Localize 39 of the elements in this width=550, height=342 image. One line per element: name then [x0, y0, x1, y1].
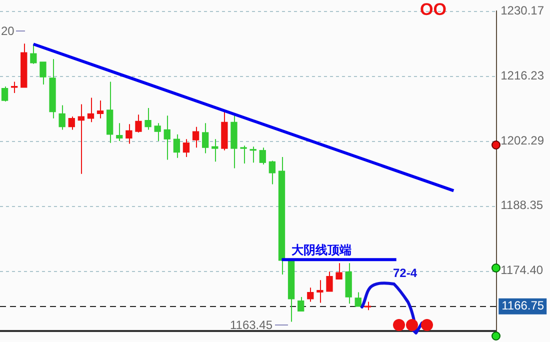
candlestick: [326, 271, 333, 292]
candlestick: [336, 262, 342, 280]
candlestick: [135, 114, 142, 133]
candlestick: [116, 122, 123, 142]
series-label: 大阴线顶端: [292, 242, 352, 257]
candlestick: [316, 280, 324, 304]
y-tick-label: 1230.17: [500, 4, 544, 18]
candlestick: [354, 292, 362, 307]
candlestick: [58, 104, 66, 130]
candlestick: [144, 108, 152, 130]
y-tick-label: 1216.23: [500, 68, 544, 82]
y-tick-label: 1188.35: [500, 198, 544, 212]
candlestick: [154, 122, 161, 142]
candlestick: [30, 44, 37, 64]
annotation: 20: [1, 24, 14, 38]
candlestick: [307, 287, 314, 302]
candlestick: [173, 134, 180, 158]
candlestick: [182, 138, 190, 158]
candlestick: [202, 122, 209, 154]
annotation: 72-4: [393, 266, 418, 280]
candlestick: [240, 145, 247, 164]
candlestick: [78, 104, 85, 174]
candlestick: [68, 116, 75, 130]
candlestick: [212, 138, 218, 162]
candlestick: [268, 160, 276, 185]
candlestick: [40, 61, 46, 86]
candlestick: [126, 124, 132, 144]
candlestick: [96, 100, 104, 119]
y-tick-label: 1202.29: [500, 133, 544, 148]
candlestick: [192, 126, 200, 148]
y-tick-label: 1174.40: [500, 263, 544, 278]
annotation: 1163.45: [230, 318, 272, 332]
candlestick: [259, 147, 266, 165]
ref-line-label: 1166.75: [502, 298, 544, 313]
candlestick: [87, 97, 94, 123]
candlestick: [164, 115, 170, 160]
candlestick: [1, 86, 8, 102]
annotation: OO: [420, 0, 446, 20]
candlestick: [298, 296, 304, 312]
